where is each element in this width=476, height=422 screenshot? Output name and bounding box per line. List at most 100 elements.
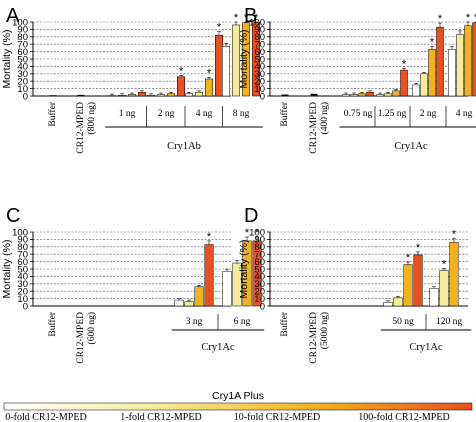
y-tick-label: 50 — [17, 264, 28, 275]
y-tick-label: 30 — [254, 69, 265, 80]
bar — [464, 25, 472, 97]
significance-star: * — [179, 65, 184, 77]
dose-label: 8 ng — [233, 109, 250, 119]
control-label-line: (5000 ng) — [319, 312, 330, 349]
y-tick-label: 90 — [254, 235, 265, 246]
y-tick-label: 50 — [254, 54, 265, 65]
bar — [167, 93, 175, 97]
significance-star: * — [402, 59, 407, 71]
bar — [383, 302, 393, 307]
y-tick-label: 20 — [17, 77, 28, 88]
y-axis-label: Mortality (%) — [1, 30, 13, 89]
significance-star: * — [234, 12, 239, 24]
bar — [384, 93, 392, 97]
bar — [128, 94, 136, 97]
bar — [420, 73, 428, 97]
control-label-line: CR12-MPED — [309, 312, 319, 364]
significance-star: * — [254, 12, 259, 24]
y-tick-label: 30 — [17, 69, 28, 80]
dose-label: 0.75 ng — [344, 109, 373, 119]
y-tick-label: 60 — [17, 257, 28, 268]
dose-label: 4 ng — [456, 109, 473, 119]
control-label: CR12-MPED(400 ng) — [309, 102, 330, 154]
y-tick-label: 40 — [254, 272, 265, 283]
control-label: Buffer — [279, 101, 290, 126]
significance-star: * — [466, 12, 471, 24]
y-tick-label: 30 — [254, 279, 265, 290]
bar — [393, 297, 403, 307]
significance-star: * — [474, 12, 476, 24]
bar — [222, 46, 230, 97]
y-tick-label: 10 — [17, 84, 28, 95]
bar — [376, 94, 384, 97]
dose-label: 6 ng — [234, 317, 251, 327]
y-tick-label: 20 — [254, 77, 265, 88]
y-tick-label: 70 — [254, 40, 265, 51]
y-tick-label: 90 — [17, 25, 28, 36]
group-label: Cry1Ac — [201, 342, 235, 353]
control-label-line: (800 ng) — [86, 102, 97, 134]
y-tick-label: 10 — [254, 294, 265, 305]
control-label-line: (400 ng) — [319, 102, 330, 134]
significance-star: * — [207, 68, 212, 80]
y-tick-label: 40 — [17, 62, 28, 73]
dose-label: 1 ng — [119, 109, 136, 119]
legend-item-label: 10-fold CR12-MPED — [234, 412, 320, 422]
bar — [157, 94, 165, 97]
y-tick-label: 90 — [254, 25, 265, 36]
group-label: Cry1Ab — [167, 141, 201, 152]
legend-item-label: 0-fold CR12-MPED — [5, 412, 86, 422]
significance-star: * — [416, 242, 421, 254]
bar — [412, 84, 420, 97]
bar — [215, 35, 223, 97]
y-tick-label: 10 — [17, 294, 28, 305]
bar — [366, 92, 374, 97]
y-tick-label: 0 — [23, 301, 28, 312]
significance-star: * — [207, 231, 212, 243]
significance-star: * — [244, 12, 249, 24]
bar — [205, 78, 213, 97]
group-label: Cry1Ac — [394, 141, 428, 152]
y-tick-label: 70 — [17, 250, 28, 261]
control-label: CR12-MPED(800 ng) — [76, 102, 97, 154]
bar — [204, 244, 214, 307]
legend-item-label: 100-fold CR12-MPED — [358, 412, 449, 422]
bar — [342, 94, 350, 97]
bar — [358, 93, 366, 97]
control-label-line: CR12-MPED — [76, 312, 86, 364]
dose-label: 4 ng — [196, 109, 213, 119]
significance-star: * — [438, 13, 443, 25]
significance-star: * — [255, 227, 260, 239]
control-label: Buffer — [47, 101, 58, 126]
y-tick-label: 100 — [12, 17, 28, 28]
bar — [429, 287, 439, 307]
bar — [448, 49, 456, 97]
legend: Cry1A Plus 0-fold CR12-MPED 1-fold CR12-MP… — [3, 390, 473, 422]
significance-star: * — [442, 258, 447, 270]
y-tick-label: 100 — [249, 17, 265, 28]
bar — [184, 301, 194, 307]
bar — [195, 92, 203, 97]
control-label-line: CR12-MPED — [76, 102, 86, 154]
control-label: CR12-MPED(600 ng) — [76, 312, 97, 364]
y-tick-label: 40 — [17, 272, 28, 283]
bar — [174, 299, 184, 307]
dose-label: 50 ng — [392, 317, 414, 327]
y-axis-label: Mortality (%) — [238, 30, 250, 89]
bar — [118, 95, 126, 97]
bar — [439, 270, 449, 307]
dose-label: 1.25 ng — [378, 109, 407, 119]
bar — [185, 93, 193, 97]
bar — [456, 34, 464, 97]
control-label-line: CR12-MPED — [309, 102, 319, 154]
panel-letter: A — [6, 5, 20, 27]
y-tick-label: 100 — [12, 227, 28, 238]
bar — [400, 69, 408, 97]
bar — [449, 242, 459, 307]
control-label: Buffer — [47, 311, 58, 336]
y-axis-label: Mortality (%) — [1, 240, 13, 299]
significance-star: * — [217, 22, 222, 34]
y-tick-label: 70 — [17, 40, 28, 51]
y-tick-label: 80 — [17, 32, 28, 43]
